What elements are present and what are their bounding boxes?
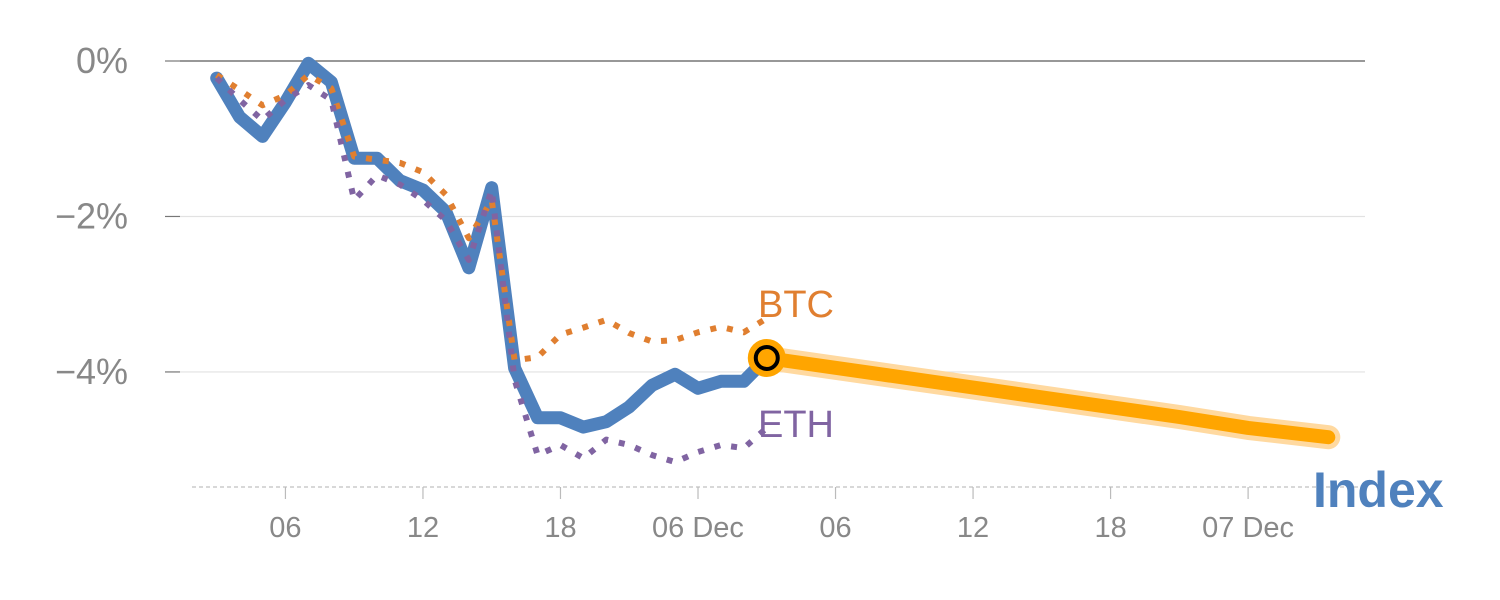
y-axis: 0% −2% −4% — [55, 40, 128, 392]
x-axis: 06 12 18 06 Dec 06 12 18 07 Dec — [269, 487, 1294, 544]
y-tick-label: −4% — [55, 351, 128, 392]
x-tick-label: 18 — [544, 512, 576, 544]
x-tick-label: 06 Dec — [652, 512, 744, 544]
x-tick-label: 12 — [957, 512, 989, 544]
btc-label: BTC — [758, 284, 834, 326]
current-point-marker — [753, 344, 780, 371]
series-line-eth — [214, 75, 769, 466]
series-line-index — [210, 56, 774, 434]
x-tick-label: 18 — [1094, 512, 1126, 544]
x-tick-label: 06 — [819, 512, 851, 544]
eth-label: ETH — [758, 404, 834, 446]
x-tick-label: 06 — [269, 512, 301, 544]
y-tick-label: −2% — [55, 195, 128, 236]
index-label: Index — [1313, 462, 1444, 518]
series-group — [210, 56, 1341, 466]
y-tick-label: 0% — [76, 40, 128, 81]
forecast-line — [759, 351, 1336, 445]
x-tick-label: 07 Dec — [1202, 512, 1294, 544]
x-tick-label: 12 — [407, 512, 439, 544]
